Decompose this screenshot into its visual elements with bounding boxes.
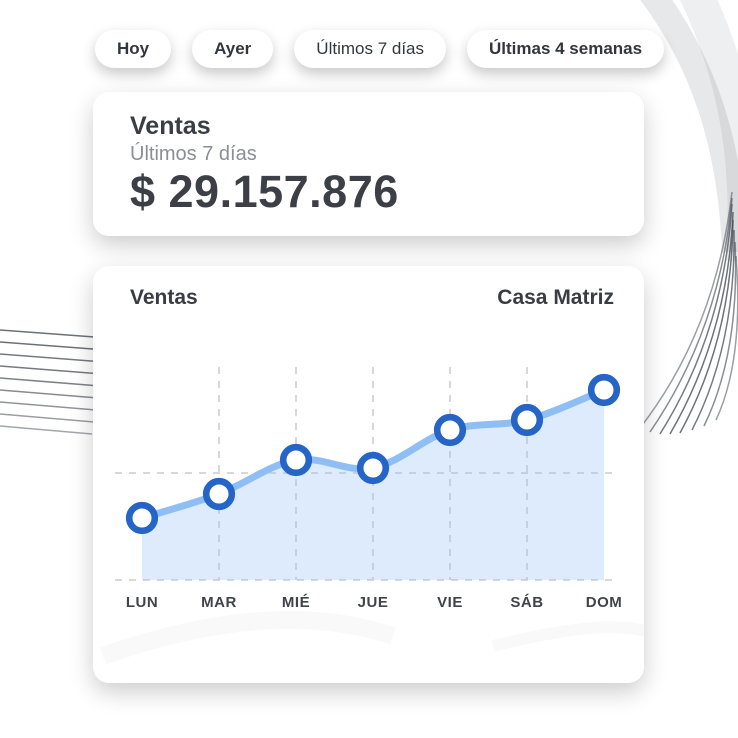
x-axis-label: JUE xyxy=(358,594,389,611)
x-axis-label: DOM xyxy=(586,594,623,611)
filter-ayer-button[interactable]: Ayer xyxy=(192,30,274,68)
x-axis-label: LUN xyxy=(126,594,158,611)
x-axis-label: MAR xyxy=(201,594,237,611)
time-filter-bar: Hoy Ayer Últimos 7 días Últimas 4 semana… xyxy=(95,30,665,68)
decorative-swoosh-right xyxy=(639,191,738,435)
filter-hoy-button[interactable]: Hoy xyxy=(95,30,172,68)
x-axis-label: MIÉ xyxy=(282,594,310,611)
sales-chart-card: LUN MAR MIÉ JUE VIE SÁB DOM Ventas Casa Matriz xyxy=(93,266,644,683)
x-axis-label: SÁB xyxy=(510,594,543,611)
decorative-card-arc xyxy=(493,627,644,646)
decorative-card-arc xyxy=(103,620,393,656)
summary-title: Ventas xyxy=(130,112,211,140)
filter-ultimas-4-semanas-button[interactable]: Últimas 4 semanas xyxy=(467,30,665,68)
data-point-sáb[interactable] xyxy=(510,403,544,437)
data-point-mié[interactable] xyxy=(279,443,313,477)
chart-area-fill xyxy=(142,390,604,580)
sales-summary-card: Ventas Últimos 7 días $ 29.157.876 xyxy=(93,92,644,236)
x-axis-label: VIE xyxy=(437,594,463,611)
data-point-vie[interactable] xyxy=(433,413,467,447)
chart-branch-label: Casa Matriz xyxy=(497,286,614,309)
decorative-lines-left xyxy=(0,329,109,435)
filter-ultimos-7-dias-button[interactable]: Últimos 7 días xyxy=(294,30,446,68)
sales-area-chart[interactable]: LUN MAR MIÉ JUE VIE SÁB DOM xyxy=(93,266,644,683)
data-point-mar[interactable] xyxy=(202,477,236,511)
summary-amount: $ 29.157.876 xyxy=(130,166,399,217)
summary-period-label: Últimos 7 días xyxy=(130,143,257,165)
chart-header: Ventas Casa Matriz xyxy=(130,286,614,310)
data-point-jue[interactable] xyxy=(356,451,390,485)
data-point-lun[interactable] xyxy=(125,501,159,535)
chart-title: Ventas xyxy=(130,286,198,309)
data-point-dom[interactable] xyxy=(587,373,621,407)
